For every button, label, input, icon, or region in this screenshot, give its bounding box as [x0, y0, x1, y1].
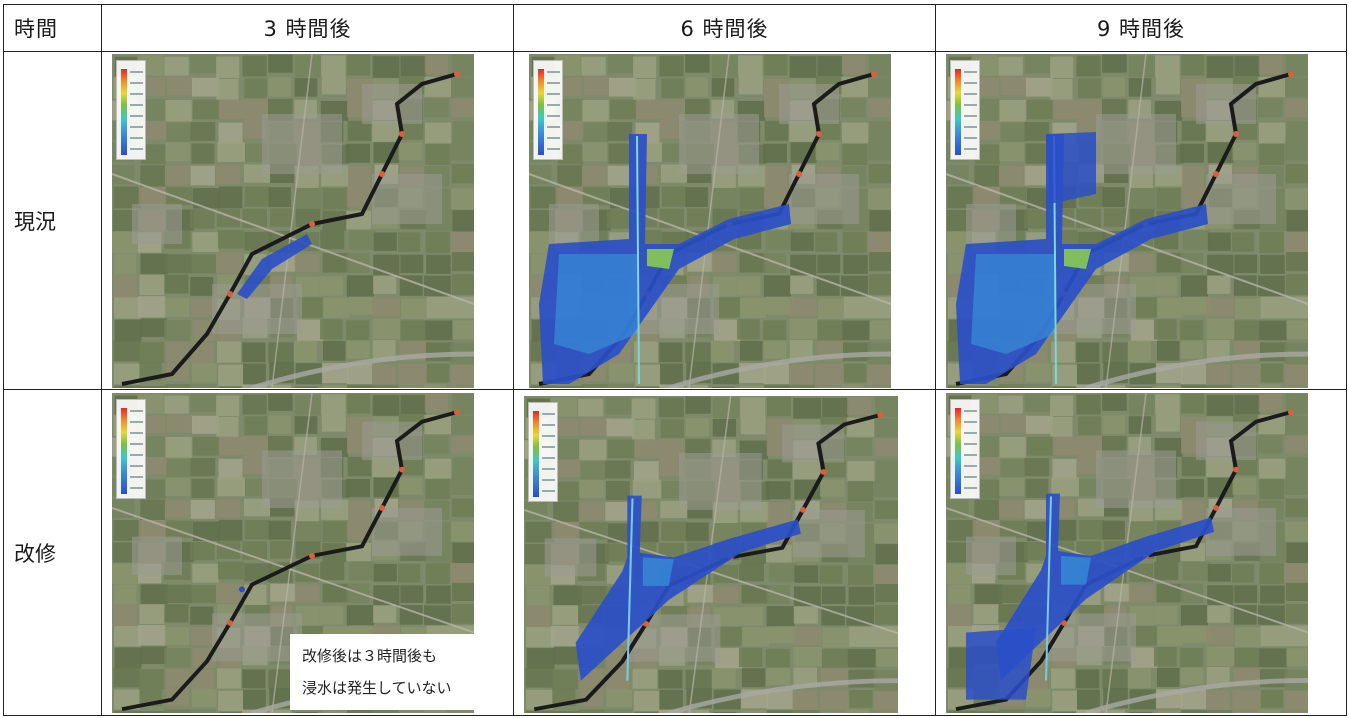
legend-tick — [547, 115, 560, 117]
legend-tick — [547, 148, 560, 150]
legend-tick — [547, 137, 560, 139]
table-col-divider — [935, 4, 936, 716]
depth-legend — [116, 399, 146, 499]
depth-legend — [950, 399, 980, 499]
legend-tick — [964, 137, 977, 139]
legend-tick — [130, 432, 143, 434]
legend-tick — [542, 457, 555, 459]
legend-tick — [542, 435, 555, 437]
legend-tick — [130, 476, 143, 478]
header-6h: 6 時間後 — [680, 17, 769, 41]
legend-tick — [130, 148, 143, 150]
legend-tick — [542, 479, 555, 481]
legend-tick — [130, 104, 143, 106]
legend-tick — [542, 413, 555, 415]
legend-tick — [542, 446, 555, 448]
header-3h: 3 時間後 — [263, 17, 352, 41]
legend-color-bar — [533, 411, 539, 497]
aerial-map — [112, 54, 474, 388]
aerial-map — [529, 54, 891, 388]
legend-tick — [542, 424, 555, 426]
aerial-map — [524, 396, 898, 713]
legend-tick — [130, 443, 143, 445]
legend-tick — [547, 93, 560, 95]
depth-legend — [116, 60, 146, 160]
legend-tick — [964, 126, 977, 128]
legend-tick — [547, 82, 560, 84]
legend-tick — [964, 421, 977, 423]
note-line-1: 改修後は３時間後も — [302, 647, 438, 665]
legend-color-bar — [955, 408, 961, 494]
legend-tick — [542, 468, 555, 470]
legend-tick — [964, 148, 977, 150]
legend-tick — [130, 410, 143, 412]
legend-tick — [130, 82, 143, 84]
table-border-bottom — [3, 715, 1347, 716]
aerial-map — [946, 54, 1308, 388]
legend-color-bar — [121, 69, 127, 155]
legend-tick — [964, 104, 977, 106]
legend-tick — [964, 465, 977, 467]
depth-legend — [950, 60, 980, 160]
legend-tick — [547, 126, 560, 128]
aerial-map — [946, 393, 1308, 713]
legend-tick — [130, 465, 143, 467]
legend-tick — [130, 421, 143, 423]
depth-legend — [528, 402, 558, 502]
row-label-current: 現況 — [14, 209, 56, 234]
depth-legend — [533, 60, 563, 160]
legend-tick — [964, 71, 977, 73]
map-current-6h — [529, 54, 891, 388]
note-line-2: 浸水は発生していない — [302, 679, 452, 697]
table-header-divider — [3, 51, 1347, 52]
legend-color-bar — [538, 69, 544, 155]
legend-color-bar — [955, 69, 961, 155]
map-improved-9h — [946, 393, 1308, 713]
legend-tick — [130, 487, 143, 489]
table-row-divider — [3, 389, 1347, 390]
note-box: 改修後は３時間後も 浸水は発生していない — [290, 634, 501, 710]
map-current-9h — [946, 54, 1308, 388]
row-label-improved: 改修 — [14, 541, 56, 566]
table-border-left — [3, 4, 4, 716]
legend-tick — [130, 115, 143, 117]
legend-tick — [964, 115, 977, 117]
legend-tick — [964, 454, 977, 456]
legend-tick — [130, 93, 143, 95]
legend-tick — [964, 443, 977, 445]
legend-tick — [964, 82, 977, 84]
header-time: 時間 — [14, 17, 58, 41]
legend-tick — [130, 137, 143, 139]
map-improved-6h — [524, 396, 898, 713]
table-col-divider — [513, 4, 514, 716]
legend-tick — [547, 71, 560, 73]
table-col-divider — [101, 4, 102, 716]
legend-tick — [964, 410, 977, 412]
legend-tick — [130, 71, 143, 73]
header-9h: 9 時間後 — [1096, 17, 1186, 41]
legend-tick — [130, 126, 143, 128]
map-current-3h — [112, 54, 474, 388]
legend-tick — [547, 104, 560, 106]
legend-tick — [964, 476, 977, 478]
legend-tick — [964, 432, 977, 434]
legend-tick — [542, 490, 555, 492]
table-border-right — [1346, 4, 1347, 716]
table-border-top — [3, 4, 1347, 5]
legend-tick — [130, 454, 143, 456]
legend-tick — [964, 487, 977, 489]
legend-tick — [964, 93, 977, 95]
legend-color-bar — [121, 408, 127, 494]
